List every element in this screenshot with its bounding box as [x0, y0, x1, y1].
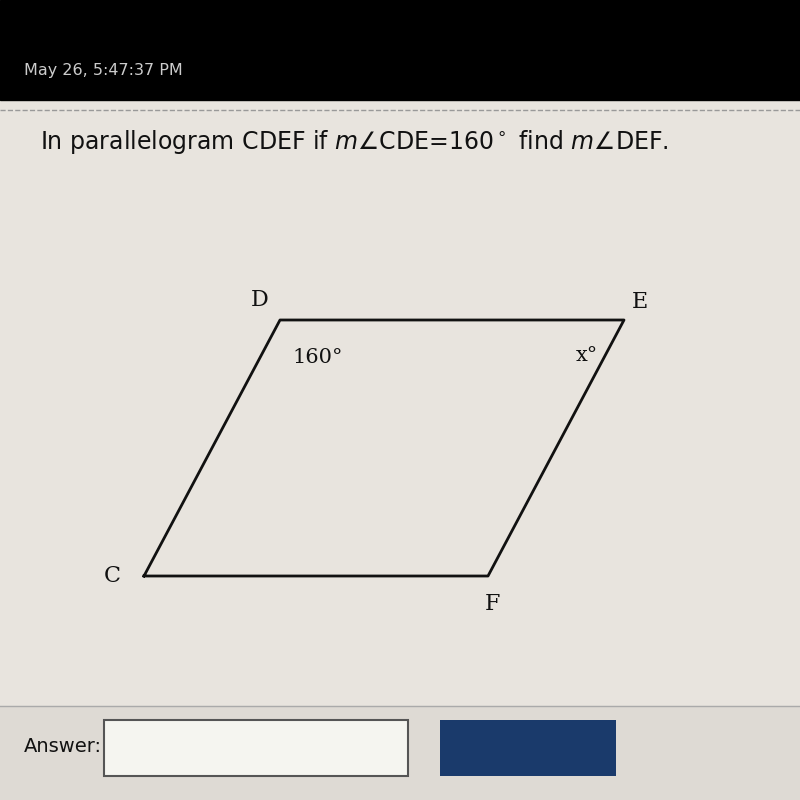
Text: F: F [484, 593, 500, 615]
Text: C: C [103, 565, 121, 587]
Text: 160°: 160° [292, 348, 342, 367]
Text: May 26, 5:47:37 PM: May 26, 5:47:37 PM [24, 63, 182, 78]
Text: D: D [251, 289, 269, 311]
Text: x°: x° [576, 346, 598, 365]
Text: E: E [632, 291, 648, 314]
Text: In parallelogram CDEF if $m\angle$CDE=160$^\circ$ find $m\angle$DEF.: In parallelogram CDEF if $m\angle$CDE=16… [40, 129, 669, 157]
Text: Answer:: Answer: [24, 737, 102, 756]
